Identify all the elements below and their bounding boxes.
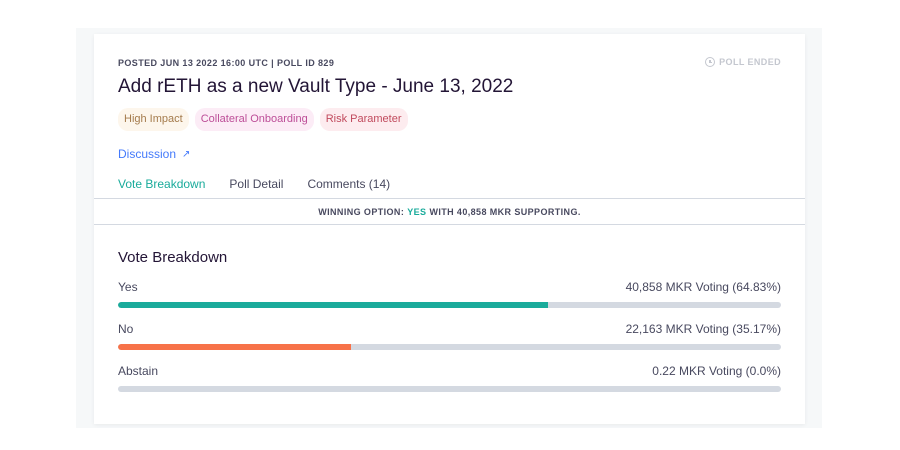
winning-suffix: WITH 40,858 MKR SUPPORTING. — [429, 207, 581, 217]
winning-option-banner: WINNING OPTION: YES WITH 40,858 MKR SUPP… — [94, 199, 805, 225]
vote-option-row: No 22,163 MKR Voting (35.17%) — [118, 322, 781, 350]
tag-risk-parameter[interactable]: Risk Parameter — [319, 108, 408, 131]
tab-bar: Vote Breakdown Poll Detail Comments (14) — [118, 177, 390, 191]
vote-option-label: No — [118, 322, 134, 336]
divider — [94, 224, 805, 225]
tab-vote-breakdown[interactable]: Vote Breakdown — [118, 177, 206, 191]
vote-bar-track — [118, 302, 781, 308]
poll-title: Add rETH as a new Vault Type - June 13, … — [118, 76, 514, 97]
vote-option-label: Yes — [118, 280, 138, 294]
vote-option-row: Yes 40,858 MKR Voting (64.83%) — [118, 280, 781, 308]
vote-bar-track — [118, 386, 781, 392]
vote-option-label: Abstain — [118, 364, 159, 378]
clock-icon — [705, 57, 716, 67]
vote-bar-fill — [118, 344, 352, 350]
vote-bar-fill — [118, 302, 548, 308]
discussion-link[interactable]: Discussion ↗ — [118, 147, 190, 161]
poll-meta: POSTED JUN 13 2022 16:00 UTC | POLL ID 8… — [118, 58, 335, 68]
poll-status: POLL ENDED — [705, 57, 781, 67]
tag-high-impact[interactable]: High Impact — [118, 108, 189, 131]
poll-status-label: POLL ENDED — [719, 57, 781, 67]
discussion-label: Discussion — [118, 147, 177, 161]
vote-breakdown-title: Vote Breakdown — [118, 249, 228, 266]
winning-prefix: WINNING OPTION: — [318, 207, 405, 217]
vote-option-row: Abstain 0.22 MKR Voting (0.0%) — [118, 364, 781, 392]
vote-option-value: 0.22 MKR Voting (0.0%) — [652, 364, 781, 378]
vote-option-value: 40,858 MKR Voting (64.83%) — [625, 280, 781, 294]
divider — [94, 198, 805, 199]
poll-card: POSTED JUN 13 2022 16:00 UTC | POLL ID 8… — [94, 34, 805, 424]
external-link-arrow-icon: ↗ — [182, 148, 191, 160]
winning-option: YES — [407, 207, 427, 217]
tab-poll-detail[interactable]: Poll Detail — [229, 177, 284, 191]
vote-option-value: 22,163 MKR Voting (35.17%) — [625, 322, 781, 336]
tag-list: High Impact Collateral Onboarding Risk P… — [118, 108, 408, 131]
tab-comments[interactable]: Comments (14) — [307, 177, 391, 191]
tag-collateral-onboarding[interactable]: Collateral Onboarding — [194, 108, 314, 131]
vote-bar-track — [118, 344, 781, 350]
